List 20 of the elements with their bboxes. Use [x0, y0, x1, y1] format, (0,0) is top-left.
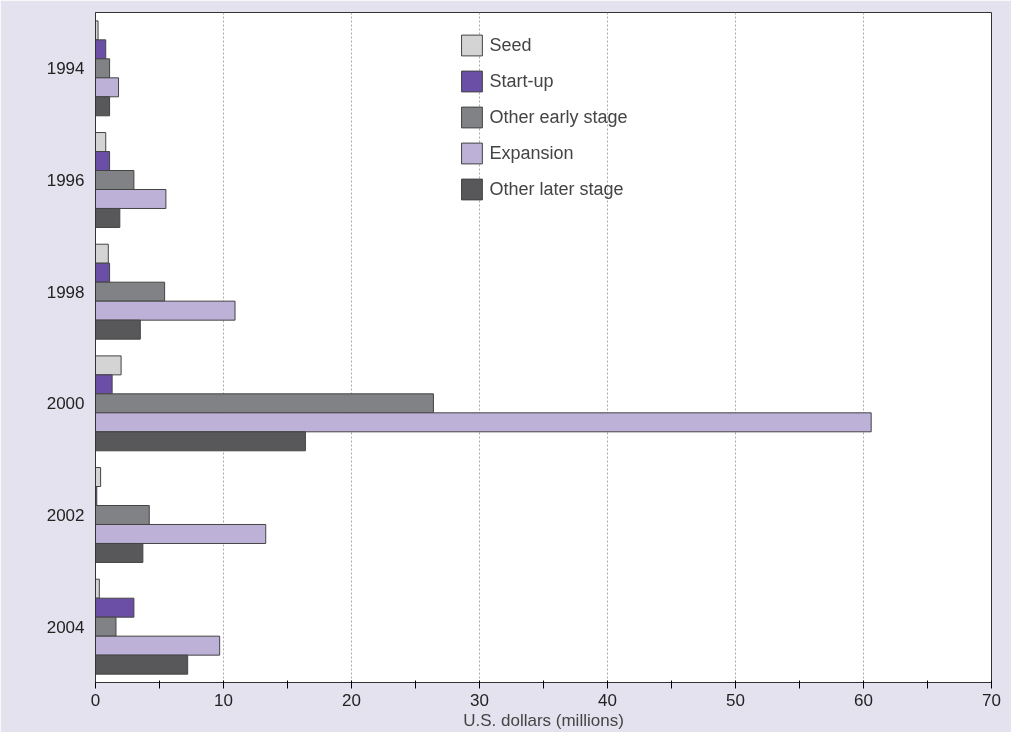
- x-tick-label: 60: [854, 690, 873, 710]
- x-tick-label: 70: [982, 690, 1001, 710]
- x-tick-label: 30: [470, 690, 489, 710]
- x-tick-label: 50: [726, 690, 745, 710]
- y-tick-label: 1994: [46, 59, 85, 79]
- y-tick-label: 1998: [46, 282, 85, 302]
- x-tick-label: 40: [598, 690, 617, 710]
- legend-label: Expansion: [489, 142, 574, 164]
- y-tick-label: 2004: [46, 617, 85, 637]
- x-tick-label: 10: [214, 690, 233, 710]
- y-tick-label: 1996: [46, 171, 85, 190]
- legend-label: Other early stage: [489, 106, 628, 128]
- y-tick-label: 2000: [46, 394, 85, 414]
- x-tick-label: 20: [342, 690, 361, 710]
- x-tick-label: 0: [90, 690, 101, 710]
- legend-label: Other later stage: [489, 178, 624, 200]
- legend-label: Start-up: [489, 70, 554, 92]
- y-tick-label: 2002: [46, 506, 85, 525]
- legend-label: Seed: [489, 34, 532, 56]
- x-axis-title: U.S. dollars (millions): [463, 710, 624, 730]
